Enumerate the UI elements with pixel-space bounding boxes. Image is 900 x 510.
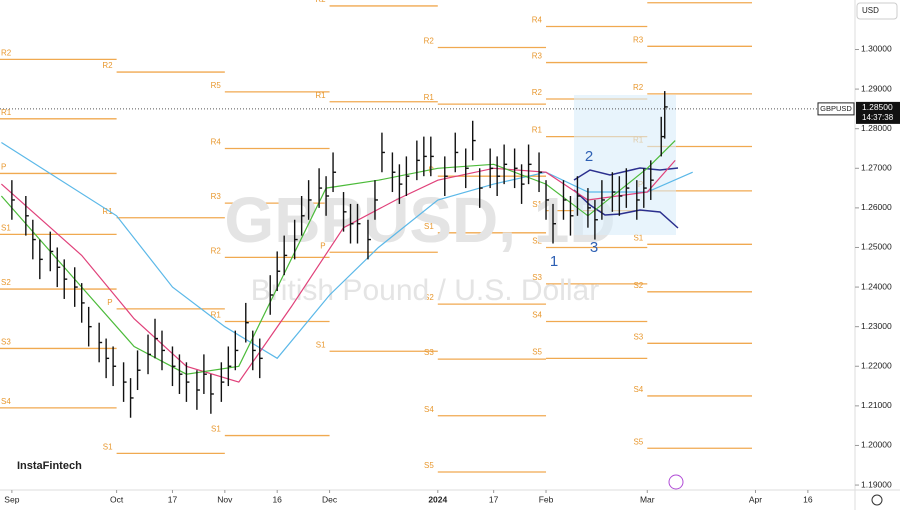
pivot-label: S1 bbox=[1, 224, 11, 233]
pivot-label: P bbox=[107, 298, 112, 307]
price-label: 1.28500 bbox=[862, 102, 893, 112]
y-tick-label: 1.24000 bbox=[861, 281, 892, 291]
pivot-label: R2 bbox=[633, 83, 644, 92]
pivot-label: R3 bbox=[633, 35, 644, 44]
pivot-label: R4 bbox=[532, 16, 543, 25]
pivot-label: R5 bbox=[211, 81, 222, 90]
symbol-label: GBPUSD bbox=[820, 104, 852, 113]
pivot-label: R2 bbox=[424, 37, 435, 46]
pivot-label: P bbox=[1, 163, 6, 172]
pivot-label: R2 bbox=[532, 88, 543, 97]
pivot-label: S1 bbox=[211, 425, 221, 434]
pivot-label: S2 bbox=[532, 237, 542, 246]
pivot-label: S1 bbox=[316, 340, 326, 349]
y-tick-label: 1.27000 bbox=[861, 163, 892, 173]
pivot-label: S1 bbox=[532, 200, 542, 209]
x-tick-label: Apr bbox=[749, 494, 762, 504]
pivot-label: R1 bbox=[102, 207, 113, 216]
x-tick-label: 2024 bbox=[428, 494, 447, 504]
x-tick-label: Dec bbox=[322, 494, 338, 504]
x-tick-label: 17 bbox=[489, 494, 499, 504]
pivot-label: S1 bbox=[103, 442, 113, 451]
pivot-label: S5 bbox=[424, 461, 434, 470]
channel-line bbox=[573, 167, 679, 181]
pivot-label: S3 bbox=[1, 338, 11, 347]
pivot-label: R1 bbox=[211, 311, 222, 320]
countdown-label: 14:37:38 bbox=[862, 113, 894, 122]
annotation: 2 bbox=[585, 148, 593, 165]
symbol-tag bbox=[817, 102, 855, 116]
x-tick-label: Feb bbox=[539, 494, 554, 504]
y-tick-label: 1.30000 bbox=[861, 44, 892, 54]
y-tick-label: 1.21000 bbox=[861, 400, 892, 410]
y-tick-label: 1.20000 bbox=[861, 440, 892, 450]
pivot-label: R1 bbox=[315, 91, 326, 100]
pivot-label: S4 bbox=[424, 405, 434, 414]
x-tick-label: 16 bbox=[272, 494, 282, 504]
pivot-label: R2 bbox=[315, 0, 326, 4]
pivot-label: R4 bbox=[211, 138, 222, 147]
x-tick-label: Mar bbox=[640, 494, 655, 504]
x-tick-label: Oct bbox=[110, 494, 124, 504]
pivot-label: S3 bbox=[532, 273, 542, 282]
pivot-label: R1 bbox=[1, 108, 12, 117]
pivot-label: R1 bbox=[424, 93, 435, 102]
pivot-label: S4 bbox=[1, 397, 11, 406]
pivot-label: R4 bbox=[633, 0, 644, 1]
y-tick-label: 1.19000 bbox=[861, 479, 892, 489]
pivot-label: S3 bbox=[633, 332, 643, 341]
pivot-label: S5 bbox=[633, 437, 643, 446]
currency-button[interactable] bbox=[856, 2, 898, 20]
event-icon[interactable] bbox=[668, 474, 684, 490]
pivot-label: S4 bbox=[532, 311, 542, 320]
y-tick-label: 1.29000 bbox=[861, 83, 892, 93]
settings-icon[interactable] bbox=[871, 494, 883, 506]
pivot-label: S1 bbox=[424, 222, 434, 231]
watermark-title: GBPUSD, 1D bbox=[224, 184, 615, 256]
pivot-label: R1 bbox=[532, 126, 543, 135]
moving-average bbox=[0, 140, 676, 375]
annotation: 1 bbox=[550, 253, 558, 270]
x-tick-label: Sep bbox=[4, 494, 19, 504]
pivot-label: P bbox=[320, 241, 325, 250]
y-tick-label: 1.28000 bbox=[861, 123, 892, 133]
pivot-label: R2 bbox=[102, 61, 113, 70]
pivot-label: S2 bbox=[633, 281, 643, 290]
annotation: 3 bbox=[590, 239, 598, 256]
y-tick-label: 1.26000 bbox=[861, 202, 892, 212]
pivot-label: R3 bbox=[532, 52, 543, 61]
brand: InstaFintech bbox=[17, 460, 82, 472]
pivot-label: S3 bbox=[424, 348, 434, 357]
y-tick-label: 1.22000 bbox=[861, 361, 892, 371]
pivot-label: S4 bbox=[633, 385, 643, 394]
pivot-label: S2 bbox=[424, 293, 434, 302]
y-tick-label: 1.25000 bbox=[861, 242, 892, 252]
price-tag bbox=[856, 101, 900, 124]
x-tick-label: 17 bbox=[168, 494, 178, 504]
x-tick-label: Nov bbox=[217, 494, 233, 504]
pivot-label: S1 bbox=[633, 233, 643, 242]
x-tick-label: 16 bbox=[803, 494, 813, 504]
moving-average bbox=[1, 160, 676, 383]
pivot-label: R2 bbox=[1, 49, 12, 58]
watermark-subtitle: British Pound / U.S. Dollar bbox=[251, 274, 599, 307]
y-tick-label: 1.23000 bbox=[861, 321, 892, 331]
pivot-label: S5 bbox=[532, 347, 542, 356]
pivot-label: R3 bbox=[211, 192, 222, 201]
currency-label[interactable]: USD bbox=[862, 6, 879, 15]
pivot-label: S2 bbox=[1, 278, 11, 287]
pivot-label: R2 bbox=[211, 246, 222, 255]
